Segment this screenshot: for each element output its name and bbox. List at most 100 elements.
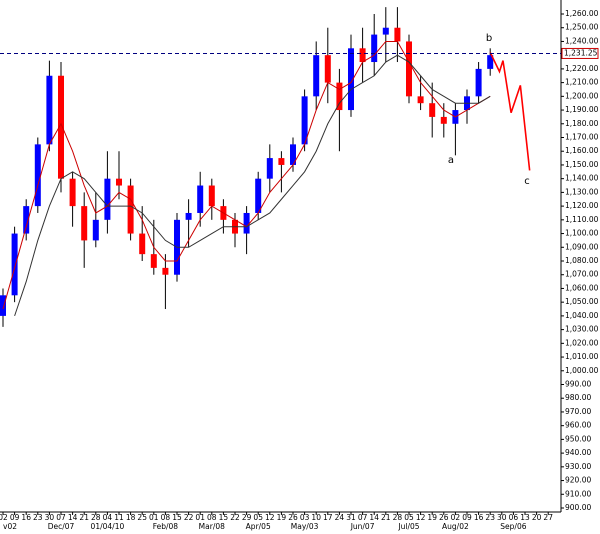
y-tick-label: 1,140.00: [565, 174, 599, 183]
y-tick-label: 1,030.00: [565, 325, 599, 334]
candle-body: [81, 206, 88, 241]
x-tick-label: 10: [311, 513, 321, 522]
y-tick-label: 1,010.00: [565, 352, 599, 361]
x-tick-label: 29: [242, 513, 252, 522]
x-tick-label: 28: [91, 513, 101, 522]
candle-body: [243, 212, 250, 234]
y-tick-label: 1,210.00: [565, 78, 599, 87]
y-tick-label: 1,050.00: [565, 297, 599, 306]
candle-body: [58, 75, 64, 179]
y-tick-label: 980.00: [565, 393, 591, 402]
candle-body: [475, 68, 482, 97]
x-month-label: Jul/05: [397, 522, 419, 531]
y-tick-label: 1,170.00: [565, 133, 599, 142]
x-tick-label: 11: [114, 513, 124, 522]
x-tick-label: 26: [439, 513, 449, 522]
candle-body: [371, 34, 378, 63]
x-tick-label: 07: [358, 513, 368, 522]
candle-body: [440, 116, 447, 124]
candle-body: [11, 233, 18, 296]
x-tick-label: 22: [230, 513, 240, 522]
x-tick-label: 31: [346, 513, 356, 522]
x-tick-label: 01: [149, 513, 159, 522]
x-tick-label: 14: [369, 513, 379, 522]
y-tick-label: 1,000.00: [565, 366, 599, 375]
candle-body: [406, 41, 412, 97]
x-tick-label: 20: [532, 513, 542, 522]
x-tick-label: 01: [195, 513, 205, 522]
candle-body: [290, 144, 296, 165]
candle-body: [69, 178, 76, 207]
wave-label: b: [486, 33, 492, 44]
y-tick-label: 930.00: [565, 462, 591, 471]
candle-body: [301, 96, 308, 145]
x-tick-label: 21: [79, 513, 89, 522]
y-tick-label: 950.00: [565, 434, 591, 443]
candle-body: [0, 295, 6, 316]
x-month-label: Jun/07: [350, 522, 375, 531]
y-tick-label: 940.00: [565, 448, 591, 457]
candle-body: [382, 27, 389, 35]
y-tick-label: 1,100.00: [565, 229, 599, 238]
y-tick-label: 990.00: [565, 380, 591, 389]
x-tick-label: 07: [56, 513, 66, 522]
candle-body: [150, 254, 157, 268]
y-tick-label: 1,110.00: [565, 215, 599, 224]
x-month-label: 01/04/10: [91, 522, 125, 531]
candle-body: [116, 178, 122, 186]
x-tick-label: 30: [497, 513, 507, 522]
candle-body: [278, 158, 285, 165]
y-tick-label: 1,240.00: [565, 36, 599, 45]
y-tick-label: 1,090.00: [565, 242, 599, 251]
y-tick-label: 1,200.00: [565, 91, 599, 100]
y-tick-label: 1,190.00: [565, 105, 599, 114]
y-tick-label: 1,130.00: [565, 187, 599, 196]
candle-body: [324, 55, 331, 83]
candle-body: [185, 212, 192, 220]
x-tick-label: 22: [184, 513, 194, 522]
x-tick-label: 15: [219, 513, 229, 522]
candle-body: [46, 75, 53, 145]
x-tick-label: 02: [451, 513, 461, 522]
candle-body: [139, 233, 146, 255]
x-tick-label: 03: [300, 513, 310, 522]
x-month-label: Aug/02: [442, 522, 469, 531]
x-tick-label: 09: [10, 513, 20, 522]
candle-body: [92, 219, 99, 241]
wave-label: c: [524, 176, 530, 187]
x-tick-label: 26: [288, 513, 298, 522]
wave-label: a: [448, 155, 454, 166]
candle-body: [266, 158, 273, 179]
x-month-label: Feb/08: [153, 522, 179, 531]
candle-body: [429, 103, 436, 117]
candle-body: [34, 144, 41, 207]
x-tick-label: 05: [253, 513, 263, 522]
y-tick-label: 1,080.00: [565, 256, 599, 265]
candle-body: [104, 178, 111, 220]
candle-body: [348, 48, 354, 111]
x-tick-label: 19: [427, 513, 437, 522]
y-tick-label: 1,180.00: [565, 119, 599, 128]
candle-body: [255, 178, 262, 213]
x-month-label: v02: [3, 522, 17, 531]
x-tick-label: 25: [137, 513, 147, 522]
y-tick-label: 960.00: [565, 421, 591, 430]
candle-body: [417, 96, 424, 104]
y-tick-label: 1,070.00: [565, 270, 599, 279]
x-tick-label: 17: [323, 513, 333, 522]
x-tick-label: 08: [161, 513, 171, 522]
x-tick-label: 04: [103, 513, 113, 522]
y-tick-label: 1,150.00: [565, 160, 599, 169]
candle-body: [487, 55, 494, 69]
x-month-label: May/03: [291, 522, 319, 531]
candle-body: [127, 185, 134, 234]
y-tick-label: 1,260.00: [565, 9, 599, 18]
y-tick-label: 920.00: [565, 476, 591, 485]
y-tick-label: 1,160.00: [565, 146, 599, 155]
x-tick-label: 16: [474, 513, 484, 522]
candle-body: [313, 55, 320, 97]
x-tick-label: 05: [404, 513, 414, 522]
x-tick-label: 19: [277, 513, 287, 522]
x-month-label: Sep/06: [500, 522, 526, 531]
